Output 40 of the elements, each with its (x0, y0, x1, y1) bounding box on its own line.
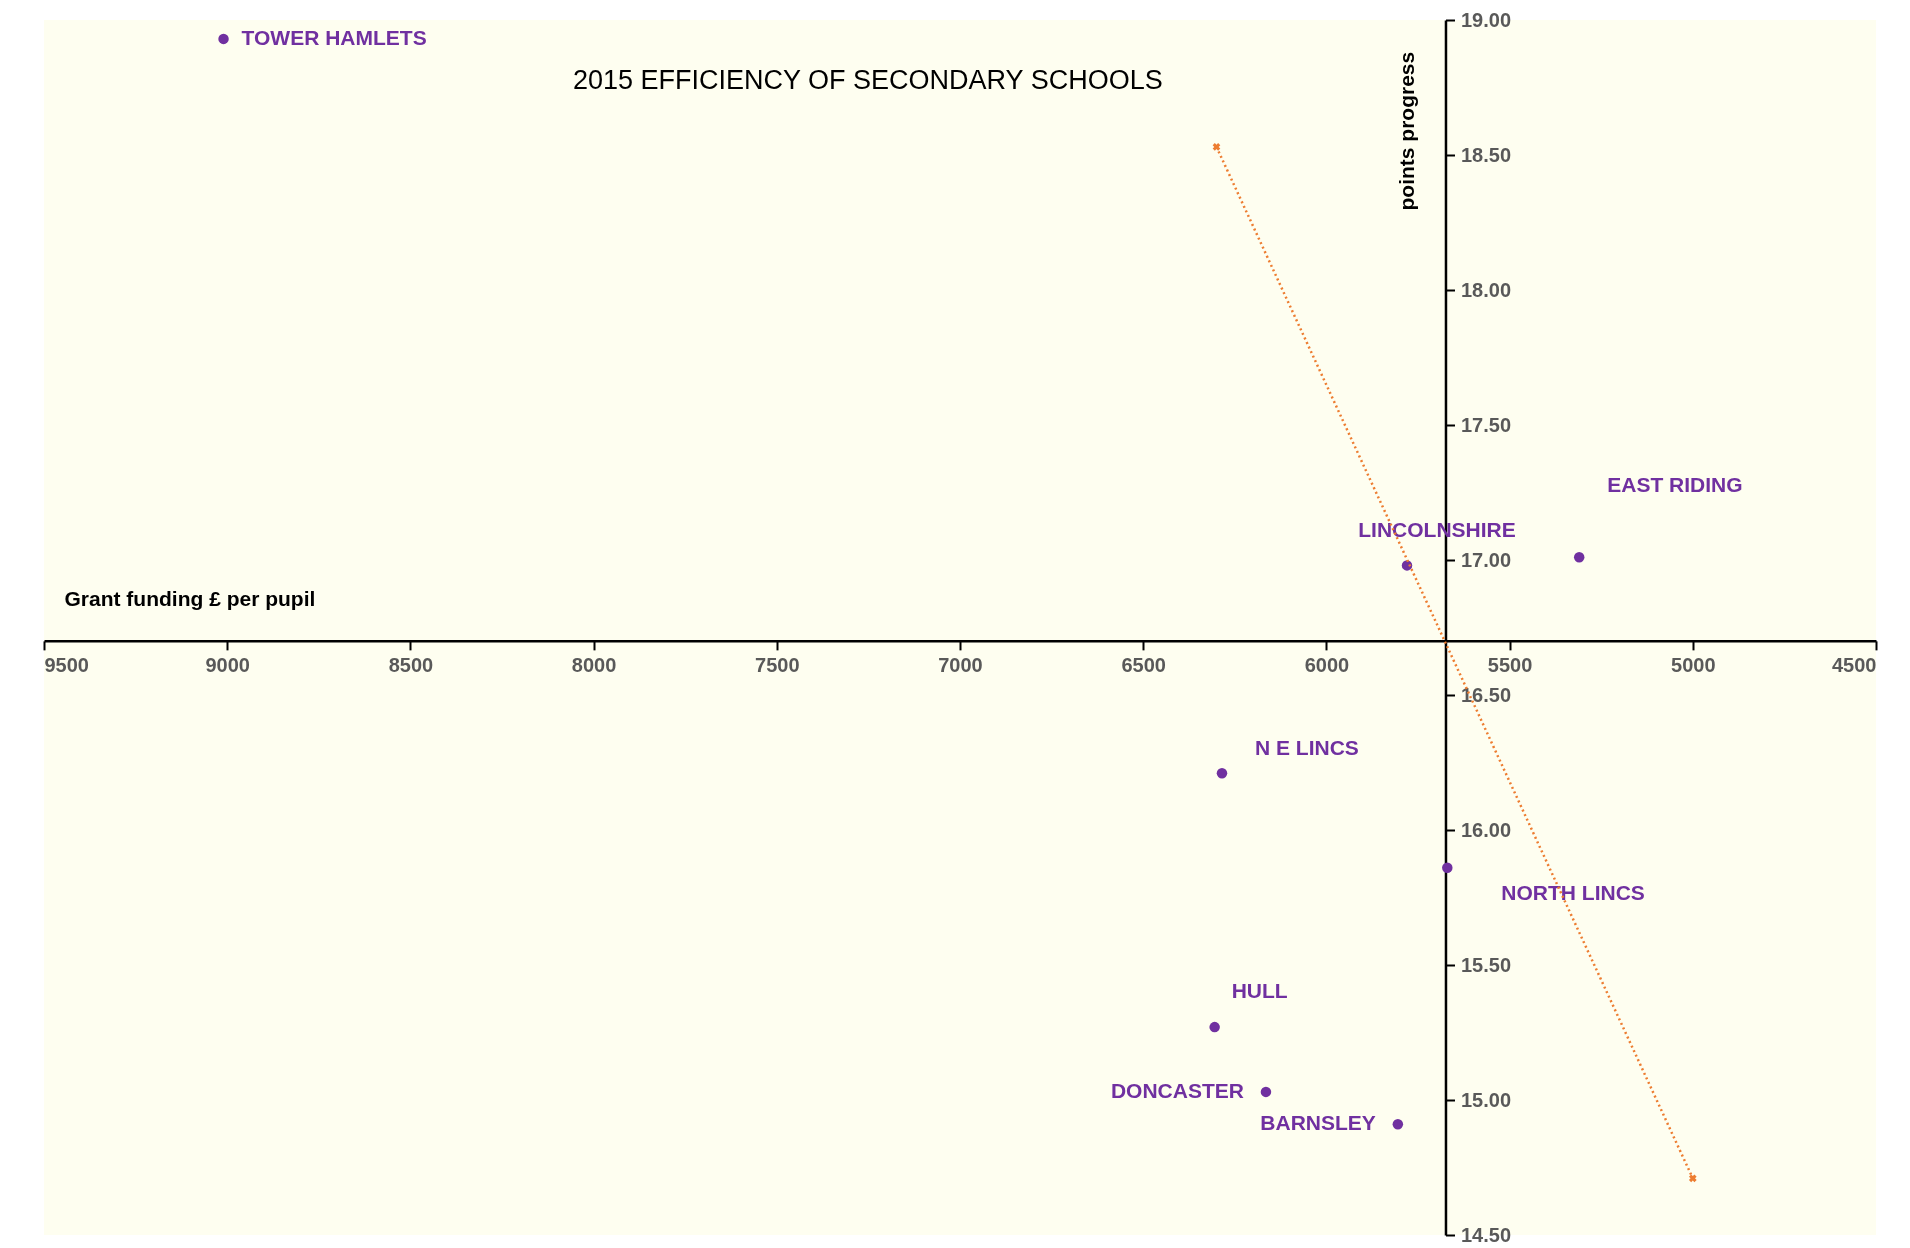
series-label: N E LINCS (1254, 736, 1359, 760)
y-tick-label: 17.50 (1460, 413, 1512, 436)
text: EAST RIDING (1607, 473, 1743, 497)
x-tick-label: 6500 (1121, 654, 1166, 677)
y-tick-label: 18.00 (1460, 278, 1512, 301)
point (1573, 552, 1585, 563)
text: 2015 EFFICIENCY OF SECONDARY SCHOOLS (573, 65, 1163, 95)
point (218, 33, 229, 45)
text: NORTH LINCS (1501, 880, 1645, 904)
point (1209, 1021, 1220, 1033)
x-tick-label: 7000 (938, 654, 983, 677)
y-tick-label: 15.50 (1460, 953, 1512, 976)
x-tick-label: 7500 (755, 654, 800, 677)
point (1688, 1174, 1697, 1183)
point (1212, 143, 1221, 151)
point (1216, 768, 1228, 779)
y-tick-label: 16.00 (1460, 818, 1512, 841)
y-tick-label: 18.50 (1460, 143, 1512, 166)
x-tick-label: 9500 (44, 654, 89, 677)
point (1260, 1086, 1272, 1098)
y-tick-label: 14.50 (1460, 1223, 1512, 1246)
x-tick-label: 9000 (205, 654, 250, 677)
series-label: TOWER HAMLETS (241, 25, 427, 49)
y-axis-title: points progress (1394, 51, 1418, 211)
series-label: DONCASTER (1110, 1078, 1244, 1102)
x-tick-label: 5500 (1487, 654, 1533, 677)
x-tick-label: 6000 (1304, 654, 1350, 677)
y-tick-label: 19.00 (1460, 8, 1512, 31)
x-axis-title: Grant funding £ per pupil (64, 587, 316, 611)
x-tick-label: 8000 (571, 654, 617, 677)
series-label: HULL (1231, 979, 1288, 1003)
x-tick-label: 8500 (388, 654, 434, 677)
series-label: BARNSLEY (1260, 1111, 1376, 1135)
point (1392, 1119, 1404, 1130)
y-tick-label: 16.50 (1460, 683, 1512, 706)
point (1442, 862, 1453, 874)
y-tick-label: 15.00 (1460, 1088, 1512, 1111)
y-tick-label: 17.00 (1460, 548, 1512, 571)
x-tick-label: 5000 (1671, 654, 1716, 677)
x-tick-label: 4500 (1832, 654, 1877, 677)
